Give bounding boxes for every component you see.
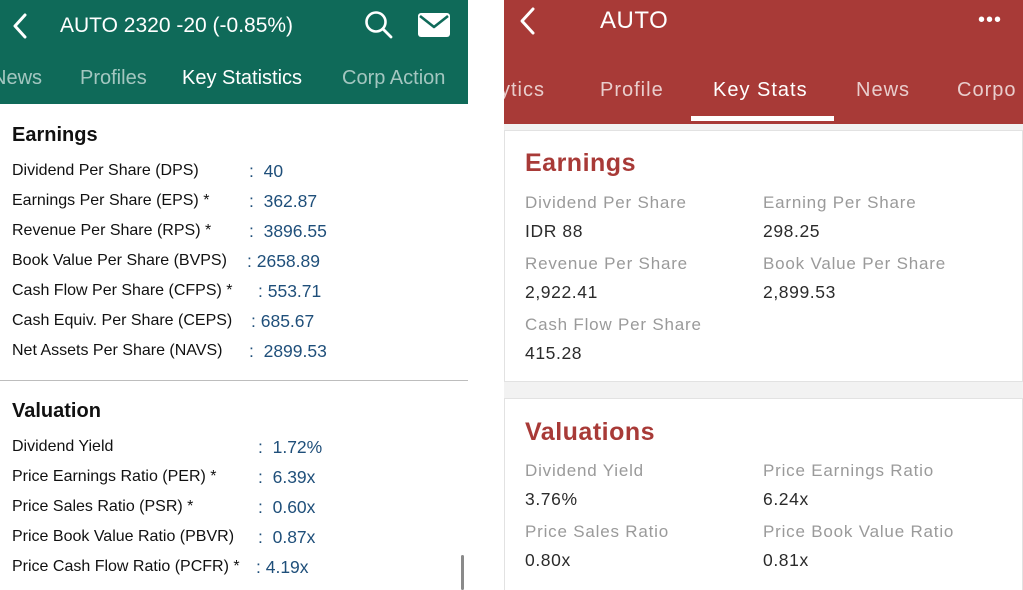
tab-news[interactable]: News: [856, 79, 911, 101]
chevron-left-icon: [13, 13, 27, 39]
stat-label: Revenue Per Share: [525, 254, 688, 273]
stat-label: Price Book Value Ratio: [763, 522, 955, 541]
stat-value: 3.76%: [525, 489, 578, 509]
stat-value: 2,922.41: [525, 282, 598, 302]
tab-profile[interactable]: Profile: [600, 79, 664, 101]
stat-value: : 553.71: [258, 281, 322, 301]
stat-row: Price Earnings Ratio (PER) * : 6.39x: [0, 462, 468, 492]
stat-label: Dividend Per Share (DPS): [12, 162, 199, 179]
stat-label: Cash Flow Per Share (CFPS) *: [12, 282, 233, 299]
stat-row: Cash Flow Per Share (CFPS) * : 553.71: [0, 276, 468, 306]
stat-value: 0.80x: [525, 550, 571, 570]
stat-label: Net Assets Per Share (NAVS): [12, 342, 223, 359]
stat-label: Price Earnings Ratio: [763, 461, 934, 480]
tab-bar: ytics Profile Key Stats News Corpo: [504, 68, 1023, 112]
stat-value: : 685.67: [251, 311, 315, 331]
tab-news[interactable]: News: [0, 67, 43, 89]
stat-row: Net Assets Per Share (NAVS) : 2899.53: [0, 336, 468, 366]
stat-value: 298.25: [763, 221, 821, 241]
stat-label: Price Earnings Ratio (PER) *: [12, 468, 217, 485]
stat-row: Dividend Yield : 1.72%: [0, 432, 468, 462]
tab-key-statistics[interactable]: Key Statistics: [182, 67, 303, 89]
earnings-heading: Earnings: [525, 149, 636, 177]
mail-button[interactable]: [417, 12, 451, 38]
valuations-heading: Valuations: [525, 418, 656, 446]
stat-value: : 6.39x: [258, 467, 316, 487]
stat-label: Cash Flow Per Share: [525, 315, 702, 334]
mail-icon: [418, 13, 450, 37]
back-button[interactable]: [518, 4, 546, 38]
stat-label: Dividend Yield: [12, 438, 114, 455]
stat-value: : 362.87: [249, 191, 318, 211]
more-options-button[interactable]: •••: [978, 9, 1003, 31]
earnings-heading: Earnings: [12, 124, 98, 146]
earnings-card: Earnings Dividend Per Share IDR 88 Earni…: [504, 130, 1023, 382]
tab-profiles[interactable]: Profiles: [80, 67, 147, 89]
tab-key-stats[interactable]: Key Stats: [713, 79, 808, 101]
app-screen-left: AUTO 2320 -20 (-0.85%) News Profiles Key…: [0, 0, 468, 590]
tab-analytics[interactable]: ytics: [504, 79, 545, 101]
stat-value: : 2899.53: [249, 341, 327, 361]
stat-value: : 3896.55: [249, 221, 327, 241]
stat-value: 0.81x: [763, 550, 809, 570]
stock-title: AUTO 2320 -20 (-0.85%): [60, 14, 294, 37]
stat-row: Revenue Per Share (RPS) * : 3896.55: [0, 216, 468, 246]
section-divider: [0, 380, 468, 381]
header-bar: AUTO ••• ytics Profile Key Stats News Co…: [504, 0, 1023, 124]
stat-row: Price Cash Flow Ratio (PCFR) * : 4.19x: [0, 552, 468, 582]
stat-value: : 40: [249, 161, 284, 181]
stat-label: Earning Per Share: [763, 193, 917, 212]
active-tab-indicator: [691, 116, 834, 121]
stat-value: : 0.87x: [258, 527, 316, 547]
valuation-heading: Valuation: [12, 400, 101, 422]
stat-label: Price Book Value Ratio (PBVR): [12, 528, 235, 545]
chevron-left-icon: [520, 7, 535, 35]
search-icon: [365, 11, 393, 39]
scrollbar[interactable]: [461, 555, 464, 590]
stat-row: Cash Equiv. Per Share (CEPS) : 685.67: [0, 306, 468, 336]
stat-label: Book Value Per Share (BVPS): [12, 252, 227, 269]
stat-label: Price Cash Flow Ratio (PCFR) *: [12, 558, 240, 575]
tab-corporate-action[interactable]: Corpo: [957, 79, 1017, 101]
stat-row: Dividend Per Share (DPS) : 40: [0, 156, 468, 186]
stat-row: Book Value Per Share (BVPS) : 2658.89: [0, 246, 468, 276]
tab-corp-action[interactable]: Corp Action: [342, 67, 446, 89]
stat-value: : 2658.89: [247, 251, 320, 271]
stat-value: IDR 88: [525, 221, 584, 241]
header-bar: AUTO 2320 -20 (-0.85%) News Profiles Key…: [0, 0, 468, 104]
stat-label: Book Value Per Share: [763, 254, 946, 273]
stat-label: Price Sales Ratio (PSR) *: [12, 498, 194, 515]
stat-value: : 4.19x: [256, 557, 309, 577]
valuations-card: Valuations Dividend Yield 3.76% Price Ea…: [504, 398, 1023, 590]
stat-label: Earnings Per Share (EPS) *: [12, 192, 210, 209]
stat-label: Price Sales Ratio: [525, 522, 669, 541]
tab-bar: News Profiles Key Statistics Corp Action: [0, 58, 468, 98]
stock-title: AUTO: [600, 7, 669, 34]
app-screen-right: AUTO ••• ytics Profile Key Stats News Co…: [504, 0, 1023, 590]
stat-value: : 0.60x: [258, 497, 316, 517]
back-button[interactable]: [8, 10, 32, 42]
stat-row: Price Book Value Ratio (PBVR) : 0.87x: [0, 522, 468, 552]
stat-value: 415.28: [525, 343, 583, 363]
search-button[interactable]: [362, 8, 396, 42]
stat-label: Revenue Per Share (RPS) *: [12, 222, 212, 239]
stat-row: Price Sales Ratio (PSR) * : 0.60x: [0, 492, 468, 522]
stat-label: Dividend Per Share: [525, 193, 687, 212]
stat-label: Cash Equiv. Per Share (CEPS): [12, 312, 233, 329]
stat-value: 6.24x: [763, 489, 809, 509]
stat-value: : 1.72%: [258, 437, 323, 457]
stat-row: Earnings Per Share (EPS) * : 362.87: [0, 186, 468, 216]
stat-value: 2,899.53: [763, 282, 836, 302]
stat-label: Dividend Yield: [525, 461, 644, 480]
